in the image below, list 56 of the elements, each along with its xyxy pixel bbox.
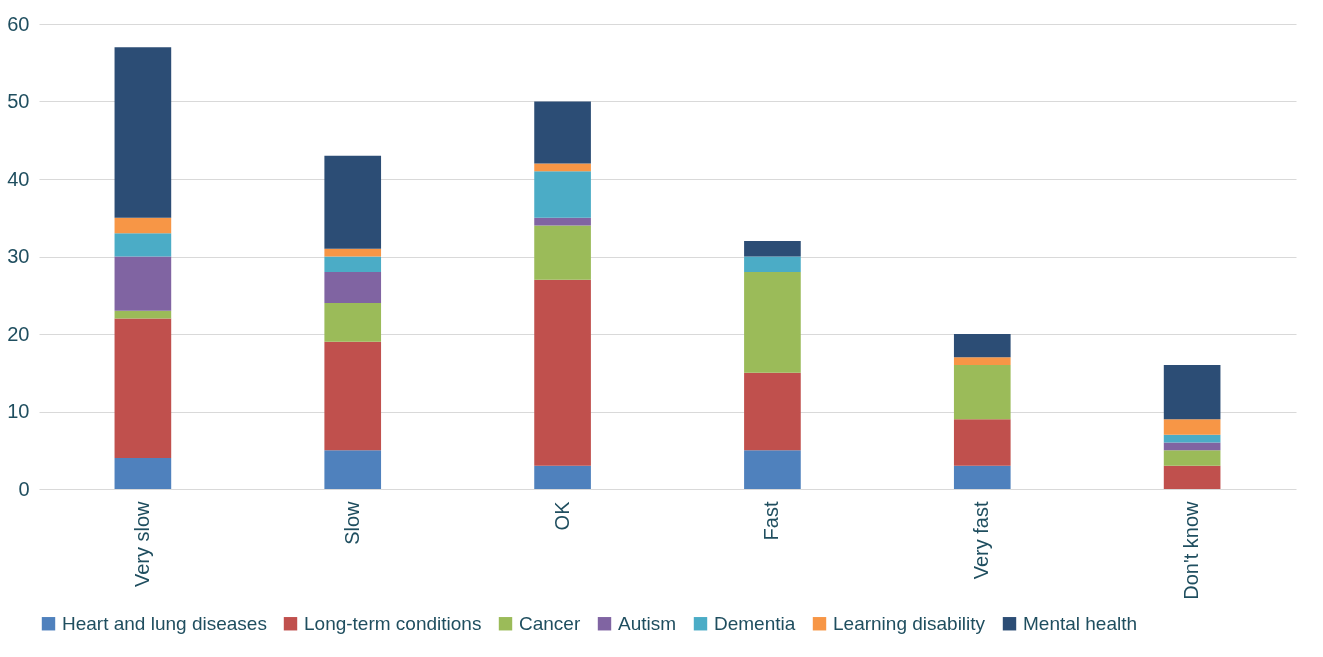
- bar: [1163, 419, 1221, 435]
- bar: [744, 450, 801, 489]
- bar: [324, 272, 382, 303]
- legend-label: Learning disability: [833, 612, 986, 634]
- bar: [744, 256, 801, 272]
- bar: [534, 465, 591, 489]
- y-tick-label: 0: [18, 477, 30, 500]
- bar: [324, 155, 382, 249]
- bar: [1163, 365, 1221, 420]
- bar: [744, 272, 801, 373]
- bar: [114, 233, 172, 257]
- y-tick-label: 10: [7, 400, 30, 422]
- bar: [953, 419, 1011, 466]
- bar: [953, 357, 1011, 365]
- bar: [534, 279, 591, 466]
- bar: [1163, 465, 1221, 489]
- bar: [324, 256, 382, 272]
- x-tick-label: Very slow: [130, 500, 153, 588]
- legend-label: Long-term conditions: [304, 612, 482, 634]
- x-tick-label: Fast: [760, 501, 783, 541]
- bar: [324, 341, 382, 451]
- legend-label: Dementia: [714, 612, 796, 634]
- bar: [534, 163, 591, 172]
- bar: [114, 47, 172, 218]
- x-tick-label: Don't know: [1180, 500, 1203, 600]
- legend-label: Autism: [618, 612, 677, 634]
- bar: [534, 171, 591, 218]
- y-tick-label: 40: [7, 167, 30, 190]
- bar: [114, 310, 172, 319]
- bar: [534, 101, 591, 164]
- bar: [114, 217, 172, 234]
- legend-label: Mental health: [1023, 612, 1138, 634]
- x-tick-label: Very fast: [970, 501, 993, 580]
- y-tick-label: 50: [7, 90, 30, 112]
- y-tick-label: 20: [7, 322, 30, 345]
- bar: [534, 217, 591, 226]
- legend-label: Cancer: [519, 612, 581, 634]
- bar: [324, 303, 382, 342]
- bar: [953, 365, 1011, 420]
- bar: [744, 372, 801, 451]
- bar: [953, 465, 1011, 489]
- bar: [324, 450, 382, 489]
- y-tick-label: 30: [7, 245, 30, 267]
- x-tick-label: OK: [550, 500, 573, 531]
- legend-label: Heart and lung diseases: [62, 612, 267, 634]
- bar: [744, 241, 801, 257]
- bar: [1163, 450, 1221, 466]
- bar: [114, 318, 172, 458]
- y-tick-label: 60: [7, 12, 30, 35]
- bar: [534, 225, 591, 280]
- x-tick-label: Slow: [340, 500, 363, 545]
- bar: [1163, 434, 1221, 443]
- bar: [114, 256, 172, 311]
- bar: [114, 458, 172, 489]
- bar: [324, 248, 382, 257]
- bar: [953, 334, 1011, 358]
